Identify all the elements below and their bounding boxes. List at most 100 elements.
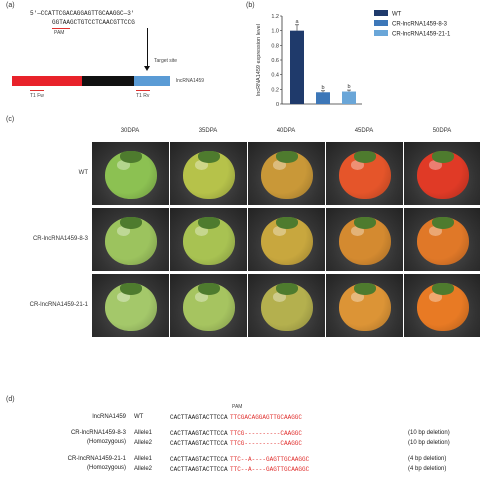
significance-letter-1: a — [295, 19, 299, 25]
stage-header-30dpa: 30DPA — [120, 128, 140, 134]
row-label: CR-lncRNA1459-8-3 — [32, 236, 88, 242]
legend-entry-2: CR-lncRNA1459-8-3 — [392, 22, 448, 28]
primer-rv-label: T1 Rv — [136, 93, 150, 99]
tomato-calyx — [275, 282, 298, 295]
line-name: lncRNA1459 — [92, 414, 126, 420]
tomato-photo — [248, 274, 325, 337]
line-name: CR-lncRNA1459-21-1 — [67, 456, 126, 462]
pam-underline — [52, 28, 70, 29]
tomato-fruit — [416, 217, 469, 266]
bar-3 — [342, 91, 356, 104]
gene-bar-black — [82, 76, 134, 86]
panel-b-label: (b) — [246, 2, 255, 9]
allele-label: WT — [134, 414, 144, 420]
sequence-conserved: CACTTAAGTACTTCCA — [170, 466, 228, 473]
tomato-calyx — [353, 282, 376, 295]
deletion-note: (4 bp deletion) — [408, 466, 447, 472]
allele-label: Allele1 — [134, 456, 153, 462]
panel-d-pam-label: PAM — [232, 404, 243, 410]
panel-c-label: (c) — [6, 116, 15, 123]
tomato-calyx — [431, 216, 454, 229]
row-label: CR-lncRNA1459-21-1 — [29, 302, 88, 308]
tomato-photo — [404, 142, 480, 205]
tomato-photo — [248, 208, 325, 271]
tomato-calyx — [119, 216, 142, 229]
line-name: CR-lncRNA1459-8-3 — [70, 430, 126, 436]
tomato-photo — [170, 142, 247, 205]
zygosity-label: (Homozygous) — [86, 465, 126, 471]
tomato-fruit — [338, 283, 391, 332]
deletion-note: (10 bp deletion) — [408, 440, 450, 446]
panel-d-label: (d) — [6, 396, 15, 403]
tomato-photo — [170, 208, 247, 271]
tomato-fruit — [338, 151, 391, 200]
tomato-photo — [404, 274, 480, 337]
tomato-photo — [326, 274, 403, 337]
bar-1 — [290, 30, 304, 105]
sequence-edited: TTC--A----GAGTTGCAAGGC — [230, 466, 310, 473]
legend-entry-3: CR-lncRNA1459-21-1 — [392, 32, 451, 38]
tomato-calyx — [275, 216, 298, 229]
pam-label: PAM — [54, 30, 65, 36]
sequence-conserved: CACTTAAGTACTTCCA — [170, 456, 228, 463]
tomato-photo — [92, 208, 169, 271]
sequence-edited: TTCG----------CAAGGC — [230, 430, 303, 437]
sequence-edited: TTCGACAGGAGTTGCAAGGC — [230, 414, 303, 421]
y-tick-label: 0 — [276, 102, 279, 108]
tomato-calyx — [353, 150, 376, 163]
sequence-bottom-strand: GGTAAGCTGTCCTCAACGTTCCG — [52, 19, 135, 26]
y-tick-label: 0.4 — [271, 73, 279, 79]
tomato-calyx — [197, 282, 220, 295]
primer-fw-arrow — [30, 90, 44, 91]
significance-letter-2: b — [321, 85, 324, 91]
tomato-photo — [248, 142, 325, 205]
expression-bar-chart: 0 0.2 0.4 0.6 0.8 1.0 1.2 lncRNA1459 expression… — [256, 10, 451, 108]
sequence-top-strand: 5'—CCATTCGACAGGAGTTGCAAGGC—3' — [30, 10, 135, 17]
target-site-label: Target site — [154, 58, 178, 64]
tomato-calyx — [431, 150, 454, 163]
gene-bar-red — [12, 76, 82, 86]
tomato-photo — [326, 208, 403, 271]
tomato-calyx — [353, 216, 376, 229]
deletion-note: (10 bp deletion) — [408, 430, 450, 436]
tomato-photo — [404, 208, 480, 271]
tomato-calyx — [275, 150, 298, 163]
stage-header-45dpa: 45DPA — [354, 128, 374, 134]
sequence-conserved: CACTTAAGTACTTCCA — [170, 414, 228, 421]
panel-a-label: (a) — [6, 2, 15, 9]
tomato-calyx — [431, 282, 454, 295]
y-tick-label: 1.2 — [271, 14, 279, 20]
tomato-fruit — [182, 283, 235, 332]
tomato-calyx — [119, 150, 142, 163]
y-axis-label: lncRNA1459 expression level — [256, 24, 262, 96]
deletion-note: (4 bp deletion) — [408, 456, 447, 462]
gene-bar-blue — [134, 76, 170, 86]
legend-swatch-3 — [374, 30, 388, 36]
legend-entry-1: WT — [392, 12, 402, 18]
primer-fw-label: T1 Fw — [30, 93, 44, 99]
sequence-edited: TTC--A----GAGTTGCAAGGC — [230, 456, 310, 463]
bar-2 — [316, 92, 330, 104]
target-arrow — [147, 28, 148, 68]
row-label: WT — [78, 170, 88, 176]
tomato-photo — [326, 142, 403, 205]
allele-label: Allele1 — [134, 430, 153, 436]
y-tick-label: 0.6 — [271, 58, 279, 64]
tomato-calyx — [119, 282, 142, 295]
gene-name-label: lncRNA1459 — [176, 78, 205, 84]
y-tick-label: 1.0 — [271, 29, 279, 35]
zygosity-label: (Homozygous) — [86, 439, 126, 445]
tomato-photo — [170, 274, 247, 337]
allele-label: Allele2 — [134, 440, 153, 446]
y-tick-label: 0.8 — [271, 43, 279, 49]
tomato-photo — [92, 142, 169, 205]
stage-header-40dpa: 40DPA — [276, 128, 296, 134]
significance-letter-3: b — [347, 84, 350, 90]
target-arrow-head — [144, 66, 150, 71]
stage-header-50dpa: 50DPA — [432, 128, 452, 134]
allele-label: Allele2 — [134, 466, 153, 472]
tomato-calyx — [197, 150, 220, 163]
y-tick-label: 0.2 — [271, 87, 279, 93]
stage-header-35dpa: 35DPA — [198, 128, 218, 134]
legend-swatch-2 — [374, 20, 388, 26]
